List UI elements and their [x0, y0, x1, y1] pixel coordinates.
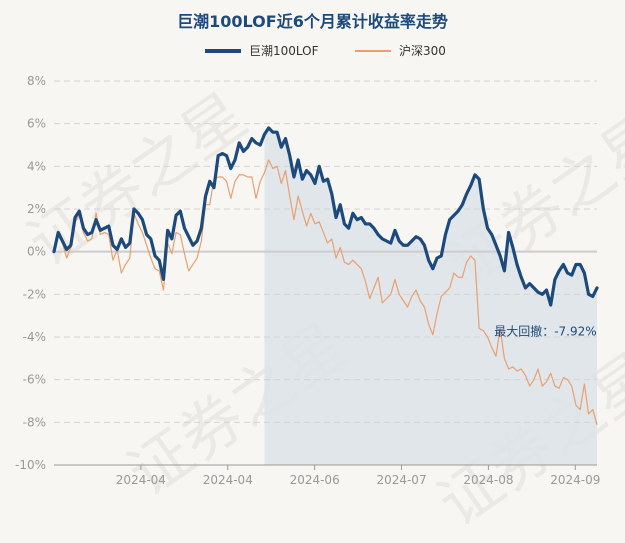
- max-drawdown-annotation: 最大回撤：-7.92%: [494, 324, 596, 339]
- y-tick-label: 8%: [27, 74, 46, 88]
- legend-item-index[interactable]: 沪深300: [355, 42, 446, 59]
- x-tick-label: 2024-04: [116, 473, 166, 487]
- y-tick-label: -8%: [23, 415, 46, 429]
- y-tick-label: -6%: [23, 373, 46, 387]
- y-tick-label: -4%: [23, 330, 46, 344]
- y-tick-label: -2%: [23, 287, 46, 301]
- x-tick-label: 2024-08: [463, 473, 513, 487]
- y-tick-label: 0%: [27, 245, 46, 259]
- x-tick-label: 2024-06: [290, 473, 340, 487]
- x-tick-label: 2024-07: [376, 473, 426, 487]
- series-line-hs300: [53, 159, 598, 426]
- legend-item-fund[interactable]: 巨潮100LOF: [205, 42, 319, 59]
- x-tick-label: 2024-04: [203, 473, 253, 487]
- chart-title: 巨潮100LOF近6个月累计收益率走势: [177, 12, 448, 31]
- legend: 巨潮100LOF 沪深300: [0, 42, 625, 62]
- line-chart: 8% 6% 4% 2% 0% -2% -4% -6% -8% -10% 2024-04 2024-04…: [15, 74, 600, 487]
- legend-swatch-index: [355, 49, 391, 52]
- y-tick-label: -10%: [15, 458, 46, 472]
- y-tick-label: 6%: [27, 117, 46, 131]
- legend-swatch-fund: [205, 48, 241, 53]
- y-tick-label: 2%: [27, 202, 46, 216]
- y-tick-label: 4%: [27, 159, 46, 173]
- x-tick-label: 2024-09: [550, 473, 600, 487]
- drawdown-area: [264, 127, 597, 465]
- legend-label-fund: 巨潮100LOF: [249, 44, 319, 58]
- legend-label-index: 沪深300: [399, 44, 446, 58]
- series-line-fund: [52, 126, 599, 307]
